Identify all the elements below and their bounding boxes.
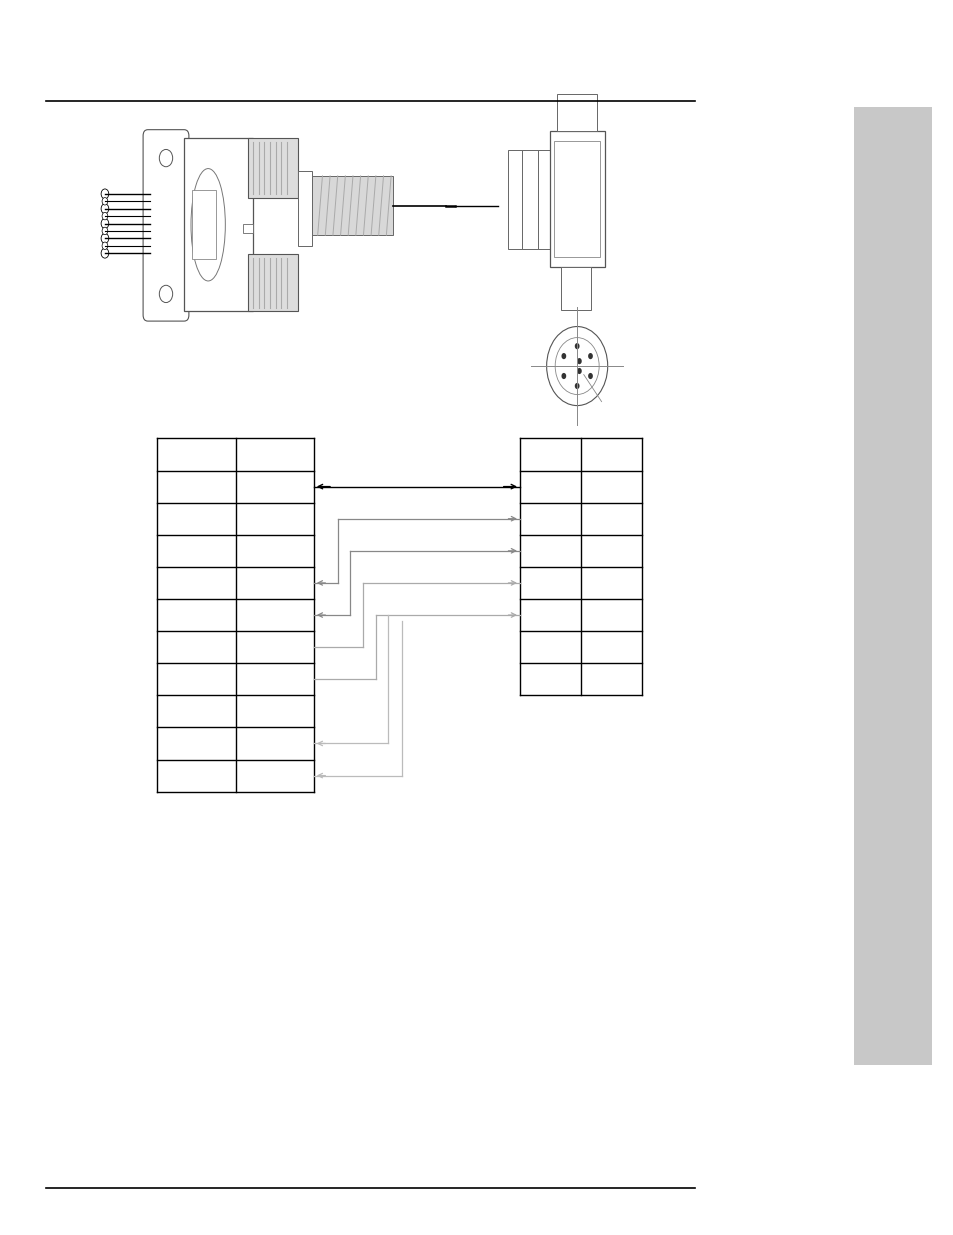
Circle shape xyxy=(102,198,108,205)
Circle shape xyxy=(101,248,109,258)
Circle shape xyxy=(159,149,172,167)
FancyBboxPatch shape xyxy=(143,130,189,321)
Bar xyxy=(549,131,604,267)
Bar xyxy=(557,94,597,131)
Bar xyxy=(243,224,253,233)
Circle shape xyxy=(102,227,108,235)
Bar xyxy=(853,107,931,1065)
Circle shape xyxy=(587,353,592,359)
Circle shape xyxy=(101,233,109,243)
Circle shape xyxy=(577,368,581,374)
Circle shape xyxy=(575,383,579,389)
Circle shape xyxy=(102,242,108,249)
Circle shape xyxy=(101,189,109,199)
Bar xyxy=(521,149,540,248)
Circle shape xyxy=(587,373,592,379)
Bar xyxy=(192,190,215,259)
Circle shape xyxy=(577,358,581,364)
Ellipse shape xyxy=(191,168,225,282)
Bar xyxy=(554,141,599,257)
Circle shape xyxy=(546,326,607,405)
Bar xyxy=(560,267,591,310)
Circle shape xyxy=(101,219,109,228)
Bar xyxy=(248,138,297,198)
Circle shape xyxy=(555,337,598,394)
Bar xyxy=(507,149,524,248)
Circle shape xyxy=(575,343,579,350)
Circle shape xyxy=(561,353,566,359)
Bar xyxy=(297,172,312,246)
Bar xyxy=(312,175,393,235)
Circle shape xyxy=(561,373,566,379)
Circle shape xyxy=(101,204,109,214)
Bar xyxy=(184,138,253,311)
Bar xyxy=(248,254,297,311)
Circle shape xyxy=(159,285,172,303)
Bar xyxy=(537,149,551,248)
Circle shape xyxy=(102,212,108,220)
